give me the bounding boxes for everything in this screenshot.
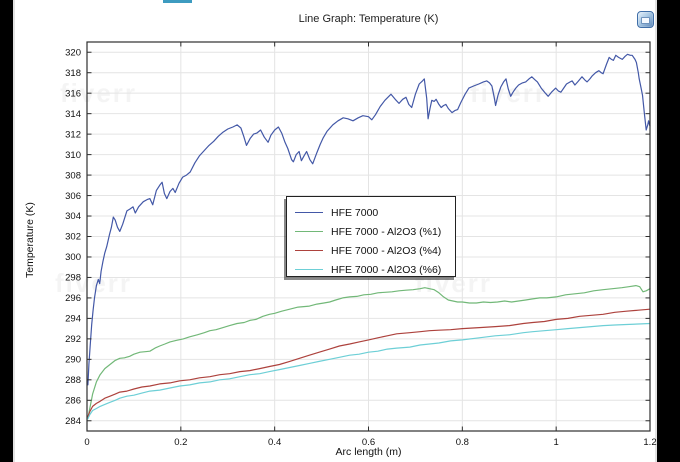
- x-tick-label: 0.6: [362, 437, 375, 448]
- y-tick-label: 292: [65, 334, 81, 345]
- y-tick-label: 296: [65, 293, 81, 304]
- legend-item: HFE 7000 - Al2O3 (%4): [295, 241, 455, 260]
- right-bezel: [657, 0, 680, 462]
- y-tick-label: 312: [65, 129, 81, 140]
- y-tick-label: 284: [65, 416, 81, 427]
- legend-line-sample: [295, 231, 323, 232]
- legend-label: HFE 7000 - Al2O3 (%6): [331, 263, 442, 276]
- y-tick-label: 298: [65, 273, 81, 284]
- y-tick-label: 286: [65, 395, 81, 406]
- series-line: [87, 308, 651, 418]
- legend-label: HFE 7000: [331, 206, 379, 219]
- chart-title: Line Graph: Temperature (K): [298, 13, 439, 25]
- y-tick-label: 304: [65, 211, 81, 222]
- legend-line-sample: [295, 212, 323, 213]
- x-tick-label: 0.8: [456, 437, 469, 448]
- legend-line-sample: [295, 269, 323, 270]
- x-tick-label: 0.2: [174, 437, 187, 448]
- y-tick-label: 318: [65, 68, 81, 79]
- left-bezel-edge: [13, 0, 15, 462]
- x-tick-label: 1.2: [643, 437, 656, 448]
- x-axis-title: Arc length (m): [335, 446, 402, 458]
- legend-label: HFE 7000 - Al2O3 (%4): [331, 244, 442, 257]
- x-tick-label: 0: [84, 437, 89, 448]
- y-tick-label: 302: [65, 232, 81, 243]
- series-line: [87, 53, 651, 386]
- plot-window-icon[interactable]: [637, 11, 654, 28]
- plot-window-icon-inner: [641, 17, 650, 24]
- y-tick-label: 290: [65, 355, 81, 366]
- y-tick-label: 306: [65, 191, 81, 202]
- y-tick-label: 294: [65, 314, 81, 325]
- legend-label: HFE 7000 - Al2O3 (%1): [331, 225, 442, 238]
- x-tick-label: 0.4: [268, 437, 281, 448]
- left-bezel: [0, 0, 13, 462]
- legend-box: HFE 7000 HFE 7000 - Al2O3 (%1) HFE 7000 - …: [286, 196, 456, 277]
- y-tick-label: 288: [65, 375, 81, 386]
- right-bezel-edge: [655, 0, 657, 462]
- y-tick-label: 310: [65, 150, 81, 161]
- y-tick-label: 316: [65, 88, 81, 99]
- legend-item: HFE 7000: [295, 203, 455, 222]
- legend-item: HFE 7000 - Al2O3 (%6): [295, 260, 455, 279]
- series-line: [87, 322, 651, 420]
- series-line: [87, 285, 651, 419]
- y-tick-label: 320: [65, 47, 81, 58]
- y-tick-label: 314: [65, 109, 81, 120]
- legend-item: HFE 7000 - Al2O3 (%1): [295, 222, 455, 241]
- x-tick-label: 1: [554, 437, 559, 448]
- active-tab-indicator[interactable]: [163, 0, 192, 3]
- y-axis-title: Temperature (K): [24, 202, 36, 278]
- y-tick-label: 300: [65, 252, 81, 263]
- y-tick-label: 308: [65, 170, 81, 181]
- legend-line-sample: [295, 250, 323, 251]
